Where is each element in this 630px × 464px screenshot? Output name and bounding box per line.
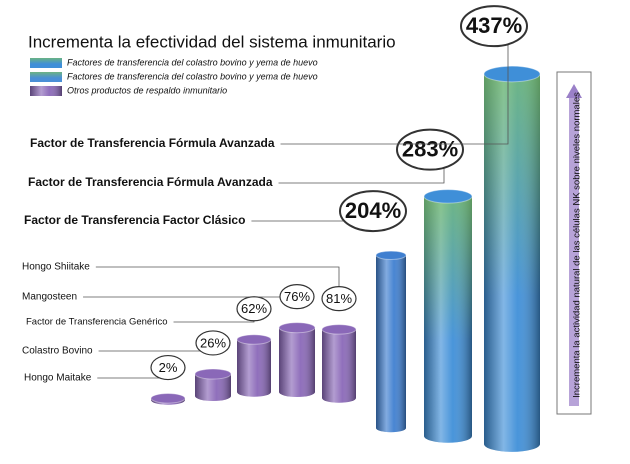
category-label: Colastro Bovino [22,346,93,357]
value-label: 204% [345,198,401,223]
value-oval [150,354,186,381]
cylinder [278,322,316,398]
cylinder-top [278,322,316,334]
cylinder-shade [195,373,231,402]
cylinder-top [375,250,407,260]
value-label: 2% [159,360,178,375]
value-label: 76% [284,289,310,304]
value-label: 26% [200,335,226,350]
cylinder [150,393,186,405]
legend-label: Factores de transferencia del colastro b… [67,57,318,67]
category-label: Factor de Transferencia Fórmula Avanzada [30,136,275,150]
value-oval [279,284,315,310]
cylinder-top [483,65,541,83]
cylinder [236,334,272,397]
category-label: Factor de Transferencia Factor Clásico [24,213,245,227]
legend-label: Factores de transferencia del colastro b… [67,71,318,81]
cylinder-shade [376,255,406,433]
legend-swatch-shade [30,86,62,96]
leader-line [280,44,509,145]
cylinder-tint [484,74,540,444]
value-label: 283% [402,136,458,161]
cylinder-tint [424,196,472,436]
legend-label: Otros productos de respaldo inmunitario [67,85,227,95]
leader-line [278,167,445,184]
cylinder-top [236,334,272,345]
value-label: 81% [326,291,352,306]
category-label: Factor de Transferencia Genérico [26,317,168,328]
arrow-head [566,84,582,98]
cylinder [375,250,407,433]
cylinder [423,189,473,443]
category-label: Mangosteen [22,292,77,303]
category-label: Factor de Transferencia Fórmula Avanzada [28,175,273,189]
legend-swatch-shade [30,72,62,82]
annotation: Incrementa la actividad natural de las c… [572,92,583,398]
cylinder [194,368,232,402]
value-label: 62% [241,301,267,316]
cylinder [483,65,541,452]
category-label: Hongo Shiitake [22,262,90,273]
value-oval [321,286,357,312]
cylinder-shade [237,339,271,397]
value-oval [460,5,528,48]
cylinder-shade [279,327,315,398]
arrow-shaft [569,98,579,406]
cylinder-top [321,324,357,335]
cylinder-top [150,393,186,404]
value-oval [396,128,464,171]
value-oval [339,190,407,233]
cylinder-top [423,189,473,204]
cylinder-top [194,368,232,380]
cylinder [321,324,357,403]
value-oval [195,330,231,356]
category-label: Hongo Maitake [24,373,92,384]
legend-swatch-shade [30,58,62,68]
chart-title: Incrementa la efectividad del sistema in… [28,32,396,51]
value-label: 437% [466,13,522,38]
cylinder-shade [322,329,356,403]
